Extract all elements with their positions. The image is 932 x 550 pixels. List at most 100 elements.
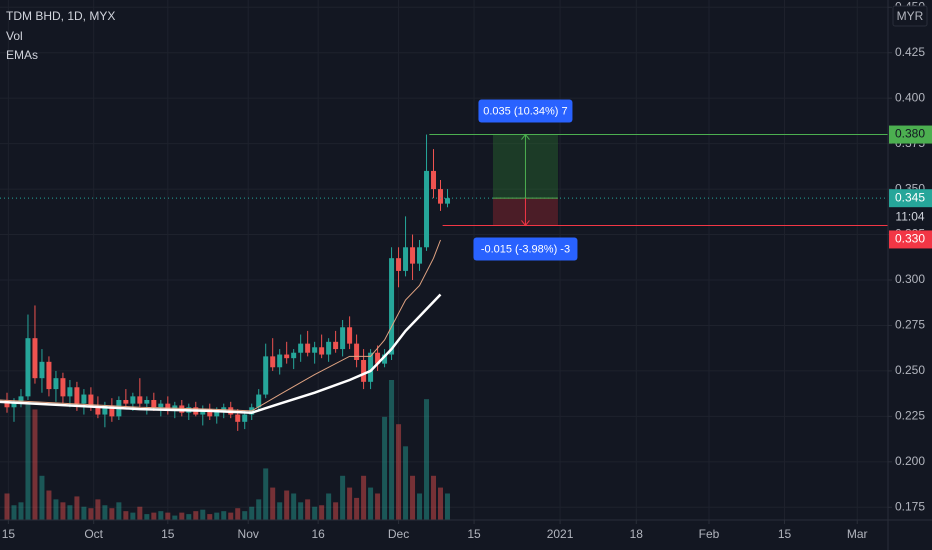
volume-bar — [130, 512, 136, 520]
y-tick-label: 0.275 — [895, 318, 925, 332]
volume-bar — [410, 475, 416, 520]
candle-body — [354, 343, 360, 360]
candle-body — [60, 378, 66, 397]
volume-bar — [249, 506, 255, 520]
candle-body — [270, 356, 276, 368]
x-tick-label: 15 — [467, 527, 481, 541]
stop-price-label-box — [889, 230, 932, 249]
volume-bar — [235, 508, 241, 520]
volume-bar — [88, 508, 94, 520]
volume-bar — [165, 512, 171, 520]
loss-label-box — [473, 237, 578, 261]
y-tick-label: 0.425 — [895, 45, 925, 59]
volume-bar — [32, 409, 38, 520]
countdown-label-box — [889, 208, 932, 227]
volume-bar — [438, 487, 444, 520]
volume-bar — [368, 487, 374, 520]
volume-bar — [4, 493, 10, 520]
candle-body — [53, 378, 59, 390]
indicator-label[interactable]: EMAs — [6, 48, 38, 62]
volume-bar — [291, 493, 297, 520]
candle-body — [207, 409, 213, 417]
candle-body — [165, 403, 171, 410]
candle-body — [263, 356, 269, 395]
candle-body — [396, 258, 402, 271]
candle-body — [291, 352, 297, 359]
volume-bar — [424, 399, 430, 520]
indicator-label[interactable]: Vol — [6, 29, 23, 43]
volume-bar — [116, 502, 122, 520]
volume-bar — [193, 511, 199, 520]
currency-label[interactable]: MYR — [897, 9, 924, 23]
profit-label-box — [478, 99, 573, 123]
symbol-title[interactable]: TDM BHD, 1D, MYX — [6, 9, 115, 23]
profit-arrowhead — [521, 133, 530, 140]
candle-body — [11, 401, 17, 408]
x-tick-label: 15 — [2, 527, 16, 541]
volume-bar — [53, 499, 59, 520]
stop-price-label: 0.330 — [895, 232, 925, 246]
position-tool[interactable]: 0.035 (10.34%) 7 -0.015 (-3.98%) -3 — [429, 99, 888, 261]
x-tick-label: Nov — [238, 527, 259, 541]
candle-body — [389, 258, 395, 355]
volume-bar — [67, 505, 73, 520]
candle-body — [25, 338, 31, 397]
candle-body — [326, 341, 332, 355]
volume-bar — [242, 511, 248, 520]
y-tick-label: 0.300 — [895, 272, 925, 286]
volume-bar — [200, 509, 206, 520]
candle-body — [137, 396, 143, 404]
volume-bar — [25, 402, 31, 520]
volume-bar — [102, 505, 108, 520]
volume-bar — [95, 499, 101, 520]
candle-body — [235, 414, 241, 422]
volume-bar — [340, 475, 346, 520]
y-tick-label: 0.400 — [895, 90, 925, 104]
candle-body — [340, 327, 346, 350]
volume-bar — [39, 475, 45, 520]
candle-body — [221, 407, 227, 411]
volume-bar — [60, 502, 66, 520]
last-price-label-box — [889, 189, 932, 208]
volume-bar — [382, 416, 388, 520]
candle-body — [312, 347, 318, 353]
x-tick-label: Mar — [847, 527, 868, 541]
y-tick-label: 0.225 — [895, 409, 925, 423]
x-tick-label: Oct — [84, 527, 103, 541]
x-tick-label: 2021 — [547, 527, 574, 541]
candle-body — [361, 360, 367, 382]
volume-bar — [305, 499, 311, 520]
candle-body — [74, 387, 80, 404]
volume-bar — [263, 468, 269, 520]
volume-bar — [18, 502, 24, 520]
candle-body — [403, 247, 409, 271]
volume-bar — [221, 511, 227, 520]
candle-body — [88, 394, 94, 408]
candle-body — [431, 170, 437, 190]
currency-box[interactable] — [892, 5, 928, 27]
volume-bar — [319, 505, 325, 520]
x-tick-label: 15 — [778, 527, 792, 541]
volume-bar — [444, 493, 450, 520]
volume-bar — [326, 493, 332, 520]
volume-bar — [179, 512, 185, 520]
candle-body — [368, 352, 374, 382]
volume-bar — [186, 514, 192, 520]
volume-bar — [298, 502, 304, 520]
candle-body — [18, 396, 24, 402]
candle-body — [319, 347, 325, 355]
volume-bar — [277, 502, 283, 520]
candle-body — [298, 343, 304, 353]
volume-bar — [228, 512, 234, 520]
volume-bar — [354, 497, 360, 520]
x-tick-label: 16 — [311, 527, 325, 541]
x-tick-label: Feb — [699, 527, 720, 541]
volume-bar — [144, 514, 150, 520]
y-tick-label: 0.250 — [895, 363, 925, 377]
target-price-label: 0.380 — [895, 127, 925, 141]
volume-bar — [123, 511, 129, 520]
candle-body — [438, 189, 444, 204]
volume-bar — [172, 515, 178, 520]
volume-pane — [4, 380, 450, 520]
